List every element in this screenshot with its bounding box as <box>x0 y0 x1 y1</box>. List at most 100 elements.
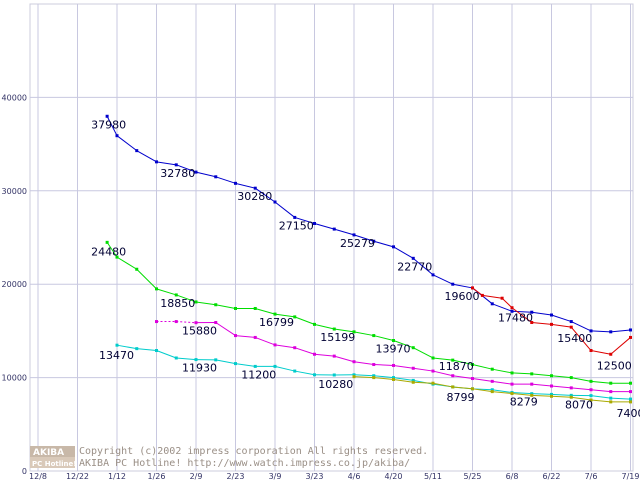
series-segment-green <box>571 377 592 382</box>
series-segment-magenta <box>274 344 295 349</box>
data-point-cyan <box>352 373 356 377</box>
data-point-blue <box>332 227 336 231</box>
data-label: 15400 <box>557 332 592 345</box>
series-segment-blue <box>373 240 394 248</box>
data-point-blue <box>313 221 316 225</box>
data-point-cyan <box>490 388 494 392</box>
data-label: 10280 <box>318 378 353 391</box>
x-tick-label: 7/19 <box>622 472 640 480</box>
copyright-line-2: AKIBA PC Hotline! http://www.watch.impre… <box>79 458 410 469</box>
y-tick-label: 20000 <box>2 280 27 289</box>
data-point-blue <box>155 160 158 164</box>
data-point-cyan <box>629 397 632 401</box>
data-point-green <box>332 327 336 331</box>
series-segment-green <box>373 335 394 342</box>
x-tick-label: 1/26 <box>148 472 166 480</box>
series-layer <box>105 114 632 404</box>
series-segment-green <box>136 268 157 290</box>
data-label: 13470 <box>99 349 134 362</box>
data-point-magenta <box>550 384 553 388</box>
data-label: 11870 <box>439 360 474 373</box>
data-point-green <box>194 300 198 304</box>
data-point-green <box>629 381 632 385</box>
data-point-magenta <box>490 379 494 383</box>
data-point-blue <box>273 200 277 204</box>
series-segment-green <box>176 294 197 303</box>
data-point-blue <box>135 149 139 153</box>
y-tick-label: 40000 <box>2 93 27 102</box>
data-point-green <box>372 334 376 338</box>
series-segment-olive <box>413 381 434 384</box>
x-tick-label: 3/9 <box>269 472 282 480</box>
data-point-cyan <box>609 396 613 400</box>
series-segment-green <box>294 316 315 325</box>
data-point-green <box>589 379 593 383</box>
x-tick-label: 7/6 <box>585 472 598 480</box>
series-segment-cyan <box>215 359 236 365</box>
series-green <box>105 240 632 385</box>
data-point-olive <box>569 395 573 399</box>
data-point-magenta <box>569 386 573 390</box>
series-segment-cyan <box>136 348 157 352</box>
data-point-green <box>155 287 158 291</box>
series-segment-blue <box>156 161 177 166</box>
data-point-green <box>530 372 534 376</box>
data-point-green <box>471 363 474 367</box>
data-point-magenta <box>510 382 514 386</box>
series-segment-cyan <box>590 395 611 399</box>
data-point-blue <box>530 310 534 314</box>
data-point-magenta <box>174 320 178 324</box>
data-point-magenta <box>372 363 376 367</box>
akiba-logo-text: AKIBA <box>33 448 64 458</box>
series-segment-olive <box>571 396 592 401</box>
series-segment-magenta <box>334 355 355 363</box>
data-point-blue <box>234 181 237 185</box>
data-point-blue <box>115 134 119 138</box>
data-point-blue <box>214 175 218 179</box>
series-segment-blue <box>492 303 513 312</box>
data-point-green <box>550 374 553 378</box>
series-segment-blue <box>590 330 611 333</box>
series-segment-red <box>590 350 611 355</box>
x-tick-label: 4/20 <box>385 472 403 480</box>
data-point-blue <box>490 302 494 306</box>
series-segment-green <box>334 328 355 333</box>
x-tick-label: 4/6 <box>348 472 361 480</box>
data-point-magenta <box>629 390 632 394</box>
data-label: 22770 <box>397 260 432 273</box>
series-segment-green <box>195 301 216 306</box>
data-point-green <box>135 267 139 271</box>
series-segment-green <box>492 368 513 374</box>
series-segment-green <box>452 359 473 366</box>
series-segment-blue <box>215 176 236 184</box>
data-point-olive <box>451 385 455 389</box>
data-point-magenta <box>392 363 395 367</box>
data-point-magenta <box>589 388 593 392</box>
data-point-blue <box>451 282 455 286</box>
series-segment-cyan <box>610 397 631 400</box>
series-segment-green <box>413 347 434 359</box>
data-label: 37980 <box>91 118 126 131</box>
data-point-olive <box>629 400 632 404</box>
data-point-blue <box>589 329 593 333</box>
data-point-green <box>392 339 395 343</box>
akiba-logo-subtext: PC Hotline! <box>32 460 76 468</box>
data-label: 25279 <box>340 237 375 250</box>
data-point-blue <box>569 320 573 324</box>
x-tick-label: 2/9 <box>190 472 203 480</box>
data-point-green <box>569 376 573 380</box>
series-segment-olive <box>531 394 552 397</box>
x-tick-label: 12/8 <box>29 472 47 480</box>
series-segment-blue <box>106 116 118 136</box>
series-segment-cyan <box>235 363 256 367</box>
y-tick-label: 10000 <box>2 374 27 383</box>
plot-background <box>29 3 634 472</box>
series-segment-green <box>472 364 493 370</box>
data-point-cyan <box>372 374 376 378</box>
data-point-cyan <box>293 369 297 373</box>
data-point-red <box>500 296 504 300</box>
data-point-olive <box>550 394 553 398</box>
data-point-green <box>293 315 297 319</box>
series-segment-blue <box>452 283 473 289</box>
series-segment-blue <box>136 150 157 163</box>
